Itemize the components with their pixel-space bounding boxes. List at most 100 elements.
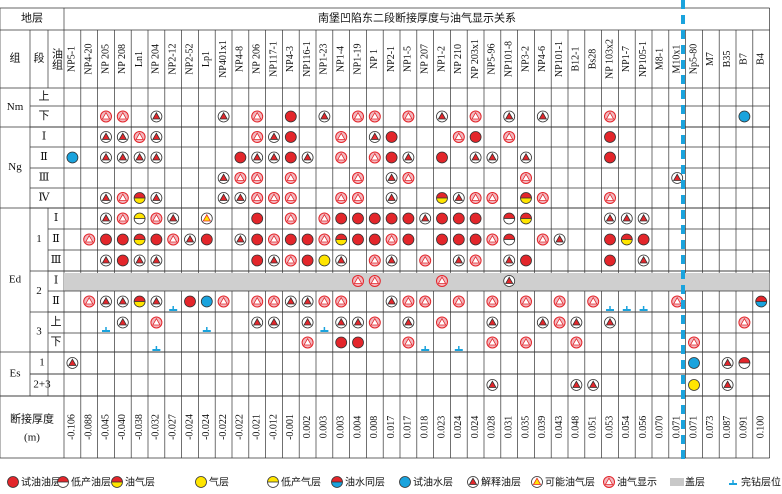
half-bottom <box>134 239 146 245</box>
cell-symbol <box>469 131 482 143</box>
legend-label: 完钻层位 <box>741 475 781 488</box>
cell-symbol <box>200 295 213 308</box>
cell-symbol <box>133 131 146 143</box>
cell-symbol <box>268 131 280 143</box>
half-top <box>335 234 347 240</box>
cell-symbol <box>436 192 448 204</box>
cell-symbol <box>217 172 230 184</box>
cell-symbol <box>150 316 163 329</box>
cell-symbol <box>419 295 432 308</box>
cell-symbol <box>251 192 264 204</box>
triangle <box>387 296 396 305</box>
cell-symbol <box>301 254 314 267</box>
gas <box>318 254 331 267</box>
triangle <box>521 296 531 305</box>
cell-symbol <box>202 327 211 332</box>
triangle <box>219 173 228 181</box>
oil-test <box>301 233 314 246</box>
section-label: 1 <box>36 233 42 245</box>
well-name: NP1-2 <box>436 46 447 72</box>
cell-symbol <box>133 254 146 267</box>
legend-label: 低产气层 <box>281 475 321 488</box>
cell-symbol <box>385 212 398 225</box>
triangle <box>152 255 161 264</box>
cell-symbol <box>116 295 129 308</box>
cell-symbol <box>469 254 482 267</box>
triangle <box>437 111 447 120</box>
cell-symbol <box>402 172 415 184</box>
triangle <box>236 173 245 181</box>
triangle <box>605 193 615 201</box>
cell-symbol <box>604 110 616 123</box>
triangle <box>437 317 447 326</box>
oil-test <box>452 233 465 246</box>
cell-symbol <box>217 110 230 123</box>
half-top <box>436 192 448 198</box>
water-test <box>200 295 213 308</box>
cell-symbol <box>385 172 398 184</box>
oil-test <box>251 212 264 225</box>
cell-symbol <box>486 379 499 391</box>
cell-symbol <box>452 295 465 308</box>
cell-symbol <box>385 295 398 308</box>
cell-symbol <box>352 110 364 123</box>
cell-symbol <box>318 254 331 267</box>
cell-symbol <box>604 151 616 164</box>
half-bottom <box>134 198 146 204</box>
well-name: B4 <box>755 53 766 65</box>
cell-symbol <box>100 212 112 225</box>
triangle <box>420 296 430 305</box>
well-name: NP101-1 <box>554 41 565 77</box>
well-name: NP1-23 <box>319 43 330 74</box>
cell-symbol <box>335 131 348 143</box>
cell-symbol <box>454 346 463 351</box>
legend-item: 解释油层 <box>467 475 521 488</box>
cell-symbol <box>604 131 616 143</box>
cell-symbol <box>251 110 264 123</box>
layer-label: 下 <box>39 110 50 122</box>
cell-symbol <box>604 254 616 267</box>
half-top <box>134 234 146 240</box>
triangle <box>101 111 111 120</box>
well-name: NP2-1 <box>386 46 397 72</box>
triangle <box>471 152 480 161</box>
cell-symbol <box>536 192 549 204</box>
thickness: -0.027 <box>167 414 178 440</box>
cell-symbol <box>167 212 180 225</box>
group-header: 组 <box>10 51 21 65</box>
half-bottom <box>503 218 515 224</box>
cell-symbol <box>234 233 247 246</box>
cell-symbol <box>83 295 96 308</box>
oil-test <box>604 233 616 246</box>
cell-symbol <box>503 110 516 123</box>
cell-symbol <box>520 295 532 308</box>
cell-symbol <box>352 275 364 287</box>
triangle <box>555 317 564 326</box>
half-bottom <box>738 363 750 369</box>
cell-symbol <box>150 212 163 225</box>
triangle <box>387 255 396 264</box>
cell-symbol <box>436 151 448 164</box>
triangle <box>639 255 648 264</box>
triangle <box>420 255 430 264</box>
thickness: 0.087 <box>722 416 733 439</box>
triangle <box>370 317 380 326</box>
cell-symbol <box>368 110 381 123</box>
cell-symbol <box>335 151 348 164</box>
cell-symbol <box>100 151 112 164</box>
cell-symbol <box>671 172 684 184</box>
half-top <box>267 476 279 482</box>
oil-test <box>402 233 415 246</box>
oil-test <box>100 233 112 246</box>
oil-test <box>284 110 297 123</box>
cell-symbol <box>402 295 415 308</box>
thickness: 0.071 <box>671 416 682 439</box>
cell-symbol <box>637 233 650 246</box>
layer-label: Ⅱ <box>40 151 47 163</box>
layer-label: Ⅰ <box>54 212 58 224</box>
triangle <box>152 193 161 201</box>
oil-group-header: 油组 <box>50 47 63 70</box>
cell-symbol <box>452 212 465 225</box>
well-name: NP 210 <box>453 44 464 74</box>
